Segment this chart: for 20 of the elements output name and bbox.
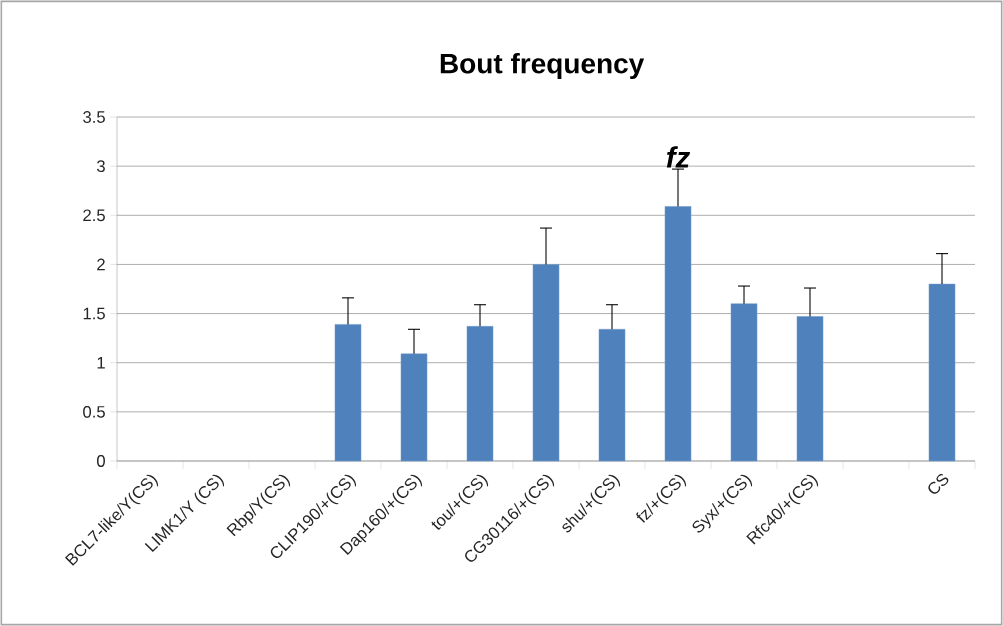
bar xyxy=(928,283,956,462)
y-tick-label: 2.5 xyxy=(83,209,105,222)
bar xyxy=(532,264,560,462)
bar xyxy=(664,206,692,462)
y-tick-label: 1 xyxy=(97,356,105,369)
bar xyxy=(400,353,428,462)
bar xyxy=(334,324,362,462)
y-tick-label: 3 xyxy=(96,160,105,173)
chart-title: Bout frequency xyxy=(440,52,645,80)
y-tick-label: 0.5 xyxy=(83,405,105,418)
y-tick-label: 0 xyxy=(97,455,105,467)
annotation: fz xyxy=(666,146,691,168)
y-tick-label: 3.5 xyxy=(83,111,105,123)
bar xyxy=(598,329,626,462)
bar xyxy=(796,316,824,462)
y-tick-label: 1.5 xyxy=(83,307,105,320)
bar xyxy=(730,303,758,462)
y-tick-label: 2 xyxy=(97,258,105,271)
x-tick-label: CS xyxy=(928,473,949,494)
bar xyxy=(466,326,494,462)
